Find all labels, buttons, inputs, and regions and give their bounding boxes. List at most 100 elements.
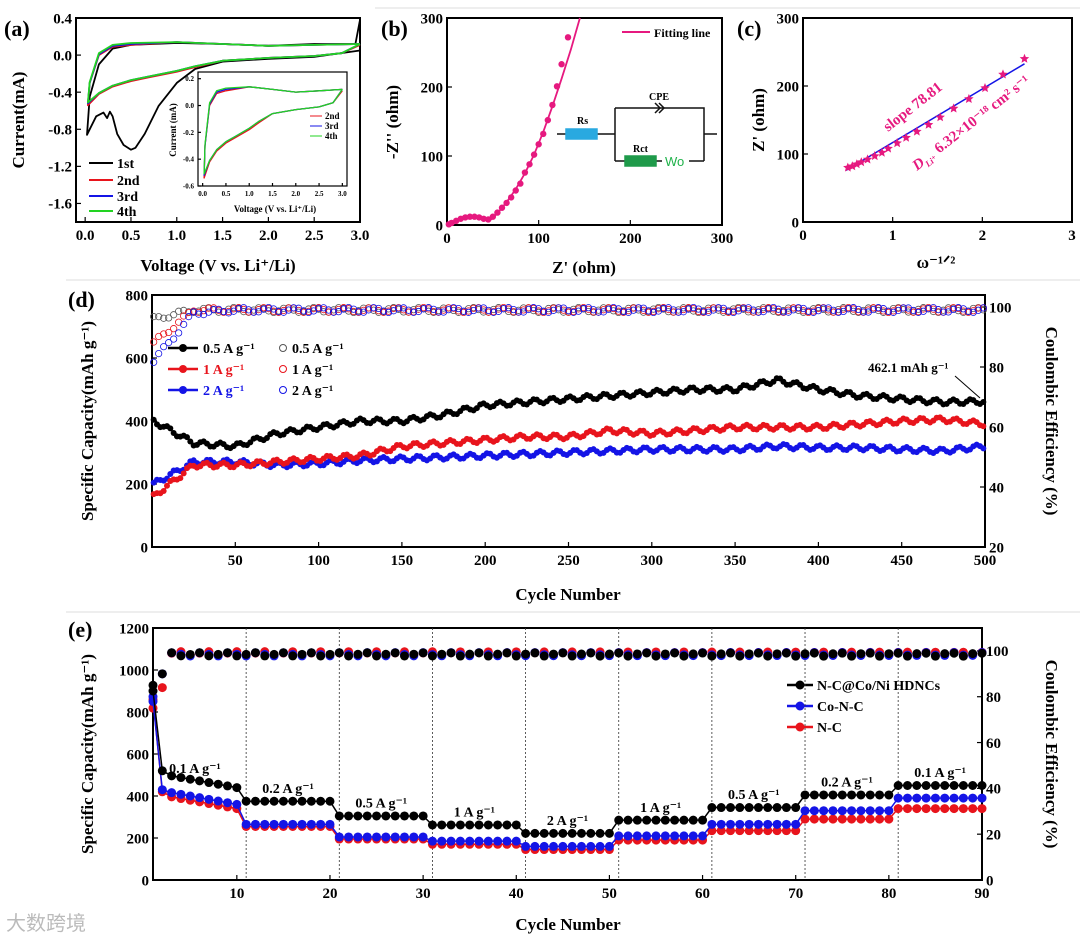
capacity-data-point: [558, 828, 568, 838]
ce-data-point: [399, 651, 409, 661]
x-tick-label: 1.5: [213, 228, 232, 244]
capacity-data-point: [716, 803, 726, 813]
capacity-data-point: [241, 819, 251, 829]
y-tick-label: -0.4: [183, 156, 195, 164]
capacity-data-point: [306, 796, 316, 806]
eis-data-point: [517, 180, 524, 187]
capacity-data-point: [707, 819, 717, 829]
ce-data-point: [869, 305, 877, 314]
e-ylabel: Specific Capacity(mAh g⁻¹): [78, 654, 97, 854]
ce-data-point: [874, 304, 882, 312]
cv-inset: 0.0 0.5 1.0 1.5 2.0 2.5 3.0 0.2 0.0 -0.2 -0.4 -0.6: [183, 71, 348, 198]
equivalent-circuit: Rs CPE Rct Wo: [557, 92, 717, 169]
ce-data-point: [220, 307, 228, 316]
ce-data-point: [974, 304, 982, 312]
capacity-data-point: [353, 832, 363, 842]
capacity-data-point: [483, 836, 493, 846]
capacity-data-point: [809, 790, 819, 800]
capacity-data-point: [260, 796, 270, 806]
capacity-data-point: [744, 826, 754, 836]
ce-data-point: [749, 306, 758, 314]
capacity-data-point: [455, 820, 465, 830]
ce-data-point: [614, 648, 624, 658]
ce-data-point: [155, 313, 163, 321]
ce-data-point: [919, 305, 927, 313]
rate-label: 0.1 A g⁻¹: [169, 762, 221, 777]
ce-data-point: [934, 308, 942, 316]
data-point-star: [870, 151, 880, 161]
x-tick-label: 50: [228, 553, 243, 569]
capacity-data-point: [856, 790, 866, 800]
ce-data-point: [474, 648, 484, 658]
legend-label: 4th: [117, 205, 137, 220]
legend-label: Co-N-C: [817, 700, 864, 715]
legend-label: 2nd: [117, 174, 140, 189]
capacity-data-point: [213, 796, 223, 806]
data-point-star: [852, 159, 862, 169]
ce-data-point: [329, 306, 338, 314]
ce-data-point: [839, 305, 847, 313]
ce-data-point: [418, 648, 428, 658]
ce-data-point: [744, 308, 753, 316]
capacity-data-point: [278, 819, 288, 829]
ce-data-point: [325, 649, 335, 659]
ce-data-point: [558, 648, 568, 658]
capacity-data-point: [642, 815, 652, 825]
ce-data-point: [809, 308, 818, 316]
linear-fit-line: [845, 63, 1025, 172]
ce-data-point: [549, 649, 559, 659]
ce-data-point: [157, 683, 167, 693]
label-rs: Rs: [577, 116, 588, 127]
b-xlabel: Z' (ohm): [552, 258, 616, 277]
ce-data-point: [175, 307, 183, 315]
capacity-data-point: [362, 811, 372, 821]
capacity-data-point: [670, 831, 680, 841]
ce-data-point: [694, 307, 703, 315]
d-legend: 0.5 A g⁻¹ 1 A g⁻¹ 2 A g⁻¹ 0.5 A g⁻¹ 1 A …: [168, 342, 344, 399]
a-ylabel: Current(mA): [9, 72, 28, 169]
capacity-data-point: [150, 416, 157, 423]
ce-data-point: [856, 649, 866, 659]
ce-data-point: [241, 649, 251, 659]
ce-data-point: [549, 304, 558, 312]
y-tick-label: 400: [126, 414, 149, 430]
capacity-data-point: [250, 819, 260, 829]
capacity-data-point: [726, 803, 736, 813]
ce-data-point: [250, 308, 258, 316]
ce-data-point: [769, 304, 778, 312]
capacity-data-point: [399, 811, 409, 821]
watermark: 大数跨境: [6, 911, 86, 935]
ce-data-point: [619, 307, 628, 316]
capacity-data-point: [828, 814, 838, 824]
eis-data-point: [544, 116, 552, 124]
capacity-data-point: [493, 836, 503, 846]
y2-tick-label: 20: [986, 827, 1001, 843]
rate-label: 0.2 A g⁻¹: [821, 776, 873, 791]
y-tick-label: -0.4: [48, 85, 72, 101]
ce-data-point: [865, 648, 875, 658]
ce-data-point: [479, 306, 488, 314]
ce-data-point: [912, 649, 922, 659]
capacity-data-point: [344, 811, 354, 821]
ce-data-point: [599, 304, 608, 312]
x-tick-label: 50: [602, 886, 617, 902]
eis-data-point: [507, 194, 515, 201]
ce-data-point: [804, 307, 813, 315]
ce-data-point: [707, 651, 717, 661]
eis-data-point: [549, 101, 556, 109]
legend-label: 3rd: [117, 190, 138, 205]
y-tick-label: 200: [127, 831, 150, 847]
cpe-symbol: [654, 102, 666, 114]
capacity-data-point: [586, 841, 596, 851]
data-point-star: [923, 119, 934, 129]
y-tick-label: -0.8: [48, 123, 72, 139]
ce-data-point: [574, 305, 583, 313]
ce-data-point: [749, 308, 758, 316]
ce-data-point: [969, 308, 977, 316]
capacity-data-point: [707, 803, 717, 813]
capacity-data-point: [334, 832, 344, 842]
eis-data-point: [485, 216, 492, 223]
y-tick-label: -1.6: [48, 197, 72, 213]
capacity-data-point: [865, 814, 875, 824]
ce-data-point: [215, 305, 223, 313]
